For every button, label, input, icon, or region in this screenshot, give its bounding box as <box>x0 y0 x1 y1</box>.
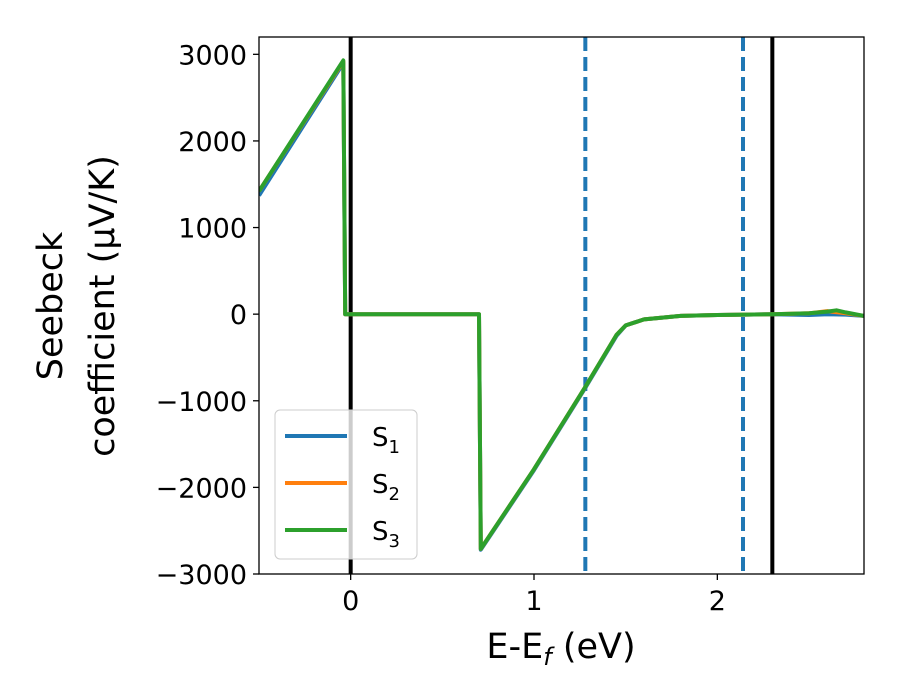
y-tick-label: 0 <box>230 300 247 331</box>
series-line-3 <box>259 58 864 551</box>
y-tick-label: −1000 <box>156 387 247 418</box>
y-tick-label: 3000 <box>178 40 247 71</box>
x-axis-ticks: 0 1 2 <box>342 574 726 617</box>
x-tick-label: 2 <box>709 586 726 617</box>
y-tick-label: 1000 <box>178 214 247 245</box>
y-tick-label: −3000 <box>156 560 247 591</box>
x-tick-label: 0 <box>342 586 359 617</box>
vertical-reference-lines <box>348 37 775 574</box>
y-axis-title: Seebeck coefficient (μV/K) <box>31 155 123 457</box>
y-axis-title-line1: Seebeck <box>31 231 71 380</box>
plot-frame <box>258 36 865 575</box>
y-axis-title-line2: coefficient (μV/K) <box>83 155 123 457</box>
y-tick-label: −2000 <box>156 473 247 504</box>
y-tick-label: 2000 <box>178 127 247 158</box>
x-tick-label: 1 <box>525 586 542 617</box>
x-axis-title: E-Ef (eV) <box>486 627 635 671</box>
series-lines <box>259 58 864 552</box>
y-axis-ticks: −3000 −2000 −1000 0 1000 2000 3000 <box>156 40 259 591</box>
